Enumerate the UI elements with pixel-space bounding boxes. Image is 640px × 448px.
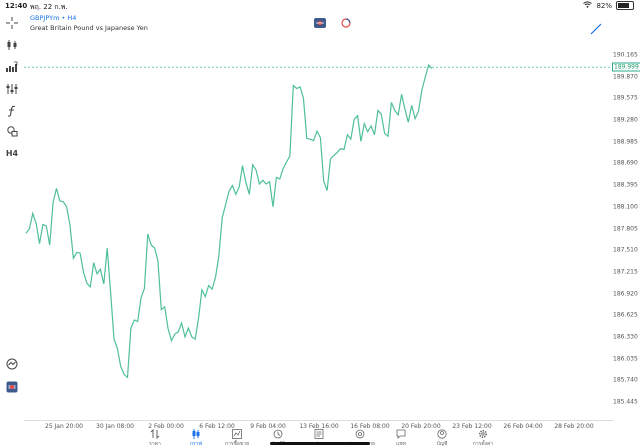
battery-percent: 82% (596, 1, 612, 10)
price-tick-label: 186.330 (613, 333, 638, 341)
tab-settings-label: การตั้งค่า (472, 441, 494, 447)
tab-history[interactable]: ประวัติ (258, 429, 298, 448)
price-tick-label: 189.870 (613, 73, 638, 81)
objects-icon[interactable] (5, 124, 19, 138)
time-tick-label: 6 Feb 12:00 (199, 423, 235, 430)
time-tick-label: 23 Feb 12:00 (452, 423, 492, 430)
battery-fill (618, 3, 630, 8)
price-tick-label: 186.625 (613, 311, 638, 319)
function-icon[interactable] (5, 104, 19, 118)
current-price-label: 189.999 (612, 62, 640, 72)
left-toolbar: H4 (0, 14, 24, 434)
time-tick-label: 30 Jan 08:00 (96, 423, 134, 430)
price-tick-label: 186.035 (613, 355, 638, 363)
crosshair-icon[interactable] (5, 16, 19, 30)
trendline-icon[interactable] (590, 20, 602, 39)
symbol-description: Great Britain Pound vs Japanese Yen (30, 24, 148, 32)
time-tick-label: 28 Feb 20:00 (554, 423, 594, 430)
tab-mailbox[interactable]: กล่องจดหมาย (340, 429, 380, 448)
status-time: 12:40 (5, 2, 28, 10)
price-tick-label: 188.690 (613, 159, 638, 167)
chart-header: GBPJPYm • H4 Great Britain Pound vs Japa… (30, 14, 148, 32)
price-tick-label: 185.740 (613, 376, 638, 384)
trade-panel-icon[interactable] (314, 18, 326, 28)
price-chart[interactable] (24, 30, 614, 426)
time-tick-label: 2 Feb 00:00 (148, 423, 184, 430)
signal-icon[interactable] (340, 18, 352, 28)
candlestick-icon[interactable] (5, 38, 19, 52)
price-tick-label: 188.395 (613, 181, 638, 189)
tab-news[interactable]: ข่าว (299, 429, 339, 448)
tab-trade-label: การซื้อขาย (224, 441, 250, 447)
time-tick-label: 16 Feb 08:00 (350, 423, 390, 430)
status-date: พฤ. 22 ก.พ. (30, 3, 68, 11)
tab-account-label: บัญชี (436, 441, 448, 447)
price-tick-label: 185.445 (613, 398, 638, 406)
price-axis: 190.165 189.870 189.575 189.280 188.985 188.6… (612, 0, 640, 430)
time-tick-label: 20 Feb 20:00 (401, 423, 441, 430)
time-tick-label: 25 Jan 20:00 (45, 423, 83, 430)
tab-quotes[interactable]: ราคา (135, 429, 175, 448)
trading-platform-icon[interactable] (5, 380, 19, 394)
price-tick-label: 190.165 (613, 51, 638, 59)
price-tick-label: 187.215 (613, 268, 638, 276)
tab-chart-label: กราฟ (189, 441, 203, 447)
price-tick-label: 188.985 (613, 138, 638, 146)
tab-chat-label: แชท (396, 441, 406, 447)
price-tick-label: 187.805 (613, 225, 638, 232)
tab-quotes-label: ราคา (149, 441, 161, 447)
tab-account[interactable]: บัญชี (422, 429, 462, 448)
price-line (25, 63, 433, 379)
wifi-icon (583, 1, 593, 10)
battery-icon (616, 1, 634, 10)
status-bar: 12:40 พฤ. 22 ก.พ. 82% (0, 0, 640, 13)
price-tick-label: 188.100 (613, 203, 638, 211)
time-tick-label: 26 Feb 04:00 (503, 423, 543, 430)
time-tick-label: 9 Feb 04:00 (250, 423, 286, 430)
time-tick-label: 13 Feb 16:00 (299, 423, 339, 430)
market-watch-icon[interactable] (5, 357, 19, 371)
tab-chart[interactable]: กราฟ (176, 429, 216, 448)
price-tick-label: 189.280 (613, 116, 638, 124)
tab-chat[interactable]: แชท (381, 429, 421, 448)
timeframe-button[interactable]: H4 (5, 148, 19, 158)
status-right: 82% (583, 1, 634, 10)
tab-trade[interactable]: การซื้อขาย (217, 429, 257, 448)
price-tick-label: 187.510 (613, 246, 638, 254)
home-indicator (270, 442, 370, 445)
time-axis: 25 Jan 20:00 30 Jan 08:00 2 Feb 00:00 6 Feb… (24, 420, 614, 433)
price-tick-label: 186.920 (613, 290, 638, 298)
tab-settings[interactable]: การตั้งค่า (463, 429, 503, 448)
price-tick-label: 189.575 (613, 94, 638, 102)
symbol-label[interactable]: GBPJPYm • H4 (30, 14, 77, 22)
indicators-icon[interactable] (5, 60, 19, 74)
chart-settings-icon[interactable] (5, 82, 19, 96)
